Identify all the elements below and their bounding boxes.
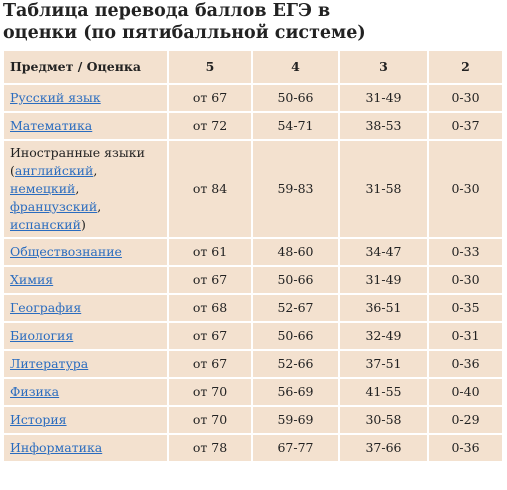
subject-cell: Иностранные языки (английский, немецкий,…	[2, 139, 169, 239]
grade-5-cell: от 67	[167, 265, 253, 295]
subject-link-informatics[interactable]: Информатика	[10, 440, 103, 455]
subject-cell: Информатика	[2, 433, 169, 463]
subject-link-social-studies[interactable]: Обществознание	[10, 244, 122, 259]
grade-4-cell: 56-69	[251, 377, 340, 407]
subject-link-history[interactable]: История	[10, 412, 67, 427]
grade-3-cell: 31-49	[338, 265, 429, 295]
grade-4-cell: 67-77	[251, 433, 340, 463]
page-title: Таблица перевода баллов ЕГЭ в оценки (по…	[3, 1, 366, 43]
grade-2-cell: 0-29	[427, 405, 504, 435]
subject-link-chemistry[interactable]: Химия	[10, 272, 54, 287]
grade-3-cell: 37-66	[338, 433, 429, 463]
grade-5-cell: от 68	[167, 293, 253, 323]
table-row: Иностранные языки (английский, немецкий,…	[2, 139, 504, 239]
subject-cell: Литература	[2, 349, 169, 379]
subject-cell: Обществознание	[2, 237, 169, 267]
subject-cell: География	[2, 293, 169, 323]
grade-5-cell: от 70	[167, 377, 253, 407]
table-row: География от 68 52-67 36-51 0-35	[2, 293, 504, 323]
grade-5-cell: от 61	[167, 237, 253, 267]
grade-4-cell: 50-66	[251, 265, 340, 295]
grade-2-cell: 0-31	[427, 321, 504, 351]
separator-comma: ,	[93, 163, 98, 178]
separator-comma: ,	[97, 199, 102, 214]
grade-4-cell: 50-66	[251, 321, 340, 351]
column-header-grade-2: 2	[427, 49, 504, 85]
grade-5-cell: от 67	[167, 321, 253, 351]
grade-4-cell: 59-83	[251, 139, 340, 239]
grade-2-cell: 0-30	[427, 265, 504, 295]
grade-4-cell: 59-69	[251, 405, 340, 435]
grade-3-cell: 36-51	[338, 293, 429, 323]
table-row: Химия от 67 50-66 31-49 0-30	[2, 265, 504, 295]
grade-2-cell: 0-40	[427, 377, 504, 407]
subject-cell: Русский язык	[2, 83, 169, 113]
subject-link-geography[interactable]: География	[10, 300, 82, 315]
subject-link-german[interactable]: немецкий	[10, 181, 76, 196]
grade-2-cell: 0-35	[427, 293, 504, 323]
subject-cell: Физика	[2, 377, 169, 407]
grade-5-cell: от 67	[167, 349, 253, 379]
grade-2-cell: 0-36	[427, 433, 504, 463]
grade-2-cell: 0-30	[427, 139, 504, 239]
grade-3-cell: 30-58	[338, 405, 429, 435]
table-row: Обществознание от 61 48-60 34-47 0-33	[2, 237, 504, 267]
grade-5-cell: от 84	[167, 139, 253, 239]
grade-3-cell: 37-51	[338, 349, 429, 379]
column-header-subject: Предмет / Оценка	[2, 49, 169, 85]
table-row: Биология от 67 50-66 32-49 0-31	[2, 321, 504, 351]
column-header-grade-4: 4	[251, 49, 340, 85]
grade-5-cell: от 78	[167, 433, 253, 463]
grade-3-cell: 38-53	[338, 111, 429, 141]
grade-3-cell: 31-58	[338, 139, 429, 239]
table-header-row: Предмет / Оценка 5 4 3 2	[2, 49, 504, 85]
column-header-grade-3: 3	[338, 49, 429, 85]
subject-cell: История	[2, 405, 169, 435]
closing-paren: )	[80, 217, 86, 232]
table-row: Литература от 67 52-66 37-51 0-36	[2, 349, 504, 379]
table-row: Информатика от 78 67-77 37-66 0-36	[2, 433, 504, 463]
table-row: Русский язык от 67 50-66 31-49 0-30	[2, 83, 504, 113]
subject-cell: Математика	[2, 111, 169, 141]
subject-link-spanish[interactable]: испанский	[10, 217, 81, 232]
separator-comma: ,	[75, 181, 80, 196]
subject-link-math[interactable]: Математика	[10, 118, 93, 133]
grade-4-cell: 52-67	[251, 293, 340, 323]
grade-2-cell: 0-37	[427, 111, 504, 141]
grade-5-cell: от 72	[167, 111, 253, 141]
grade-4-cell: 54-71	[251, 111, 340, 141]
subject-link-physics[interactable]: Физика	[10, 384, 60, 399]
subject-text-foreign-languages: Иностранные языки (	[10, 145, 145, 178]
grade-3-cell: 34-47	[338, 237, 429, 267]
grade-5-cell: от 70	[167, 405, 253, 435]
grade-2-cell: 0-36	[427, 349, 504, 379]
grade-2-cell: 0-33	[427, 237, 504, 267]
grade-4-cell: 50-66	[251, 83, 340, 113]
subject-cell: Биология	[2, 321, 169, 351]
column-header-grade-5: 5	[167, 49, 253, 85]
grade-2-cell: 0-30	[427, 83, 504, 113]
table-row: История от 70 59-69 30-58 0-29	[2, 405, 504, 435]
subject-link-french[interactable]: французский	[10, 199, 98, 214]
grade-3-cell: 41-55	[338, 377, 429, 407]
subject-link-literature[interactable]: Литература	[10, 356, 89, 371]
subject-cell: Химия	[2, 265, 169, 295]
grade-4-cell: 52-66	[251, 349, 340, 379]
subject-link-biology[interactable]: Биология	[10, 328, 74, 343]
table-row: Математика от 72 54-71 38-53 0-37	[2, 111, 504, 141]
grade-3-cell: 31-49	[338, 83, 429, 113]
grade-3-cell: 32-49	[338, 321, 429, 351]
subject-link-russian[interactable]: Русский язык	[10, 90, 101, 105]
grade-4-cell: 48-60	[251, 237, 340, 267]
subject-link-english[interactable]: английский	[14, 163, 94, 178]
table-row: Физика от 70 56-69 41-55 0-40	[2, 377, 504, 407]
grade-5-cell: от 67	[167, 83, 253, 113]
grades-table: Предмет / Оценка 5 4 3 2 Русский язык от…	[2, 49, 504, 463]
